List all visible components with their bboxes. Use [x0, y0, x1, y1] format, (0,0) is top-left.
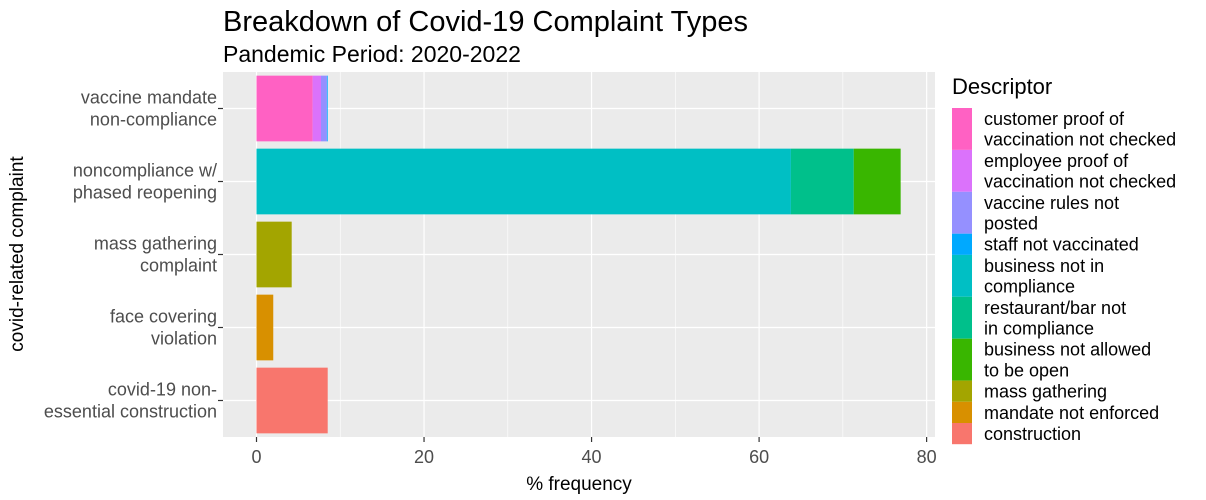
y-category-label: face covering violation — [110, 307, 217, 349]
y-axis: vaccine mandate non-compliance noncomplian… — [44, 88, 223, 422]
bar-segment — [256, 367, 328, 434]
bar-segment — [256, 221, 292, 288]
legend-key — [952, 108, 972, 150]
bar-segment — [312, 75, 322, 142]
legend-key — [952, 423, 972, 445]
legend-label: customer proof of vaccination not checked — [984, 109, 1176, 150]
bar-segment — [256, 294, 274, 361]
legend-key — [952, 233, 972, 255]
x-tick-label: 80 — [917, 447, 937, 467]
x-tick-label: 60 — [749, 447, 769, 467]
legend-key — [952, 338, 972, 381]
legend-label: vaccine rules not posted — [984, 193, 1119, 234]
legend-key — [952, 296, 972, 339]
x-tick-label: 0 — [251, 447, 261, 467]
y-category-label: mass gathering complaint — [94, 234, 217, 276]
legend: Descriptor customer proof of vaccination … — [952, 74, 1176, 445]
bar-segment — [256, 75, 313, 142]
bar-segment — [790, 148, 854, 215]
legend-label: business not allowed to be open — [984, 340, 1151, 381]
legend-label: staff not vaccinated — [984, 235, 1139, 255]
legend-key — [952, 191, 972, 234]
x-tick-label: 20 — [414, 447, 434, 467]
chart-title: Breakdown of Covid-19 Complaint Types — [223, 6, 748, 38]
chart-subtitle: Pandemic Period: 2020-2022 — [223, 41, 521, 67]
bars — [256, 75, 901, 434]
legend-label: business not in compliance — [984, 256, 1104, 297]
x-tick-label: 40 — [582, 447, 602, 467]
legend-title: Descriptor — [952, 74, 1052, 99]
legend-label: mass gathering — [984, 382, 1107, 402]
bar-segment — [321, 75, 327, 142]
y-category-label: covid-19 non-essential construction — [44, 380, 217, 422]
legend-label: restaurant/bar not in compliance — [984, 298, 1126, 339]
legend-label: construction — [984, 424, 1081, 444]
legend-label: mandate not enforced — [984, 403, 1159, 423]
legend-key — [952, 401, 972, 423]
bar-segment — [256, 148, 791, 215]
x-axis-title: % frequency — [526, 474, 632, 495]
legend-key — [952, 254, 972, 297]
legend-label: employee proof of vaccination not checked — [984, 151, 1176, 192]
bar-segment — [853, 148, 901, 215]
legend-key — [952, 149, 972, 192]
legend-key — [952, 380, 972, 402]
bar-segment — [326, 75, 328, 142]
y-axis-title: covid-related complaint — [7, 156, 28, 352]
y-category-label: noncompliance w/phased reopening — [73, 161, 217, 203]
x-axis: 0 20 40 60 80 — [251, 437, 937, 467]
y-category-label: vaccine mandate non-compliance — [81, 88, 217, 130]
